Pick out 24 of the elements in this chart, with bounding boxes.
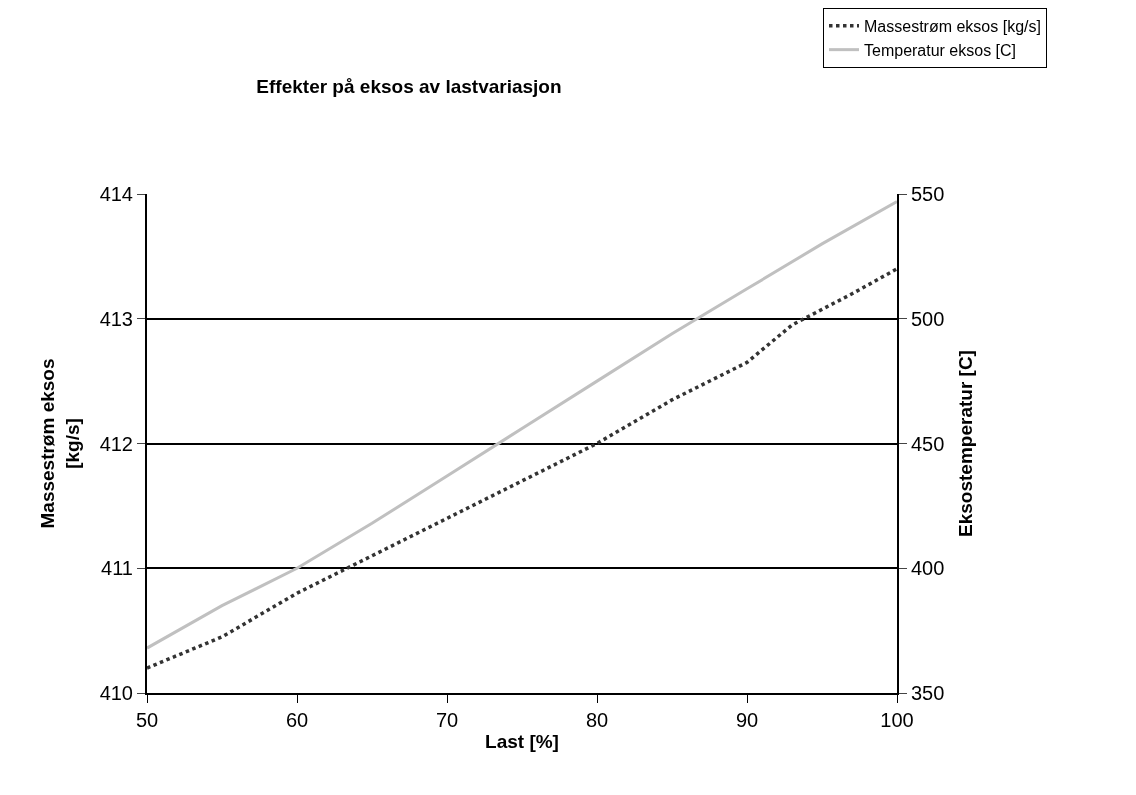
y-tick-label: 412	[99, 432, 133, 455]
y-axis-title: Massestrøm eksos [kg/s]	[37, 358, 83, 529]
x-tick-label: 60	[285, 709, 309, 731]
y-tick-label: 410	[99, 682, 133, 704]
chart-title: Effekter på eksos av lastvariasjon	[256, 75, 562, 97]
legend-label: Temperatur eksos [C]	[864, 41, 1017, 59]
y2-tick-label: 350	[911, 682, 945, 704]
x-tick-label: 100	[880, 709, 914, 731]
y-tick-label: 411	[101, 557, 133, 580]
y2-axis-title: Eksostemperatur [C]	[954, 350, 976, 537]
y-tick-label: 413	[99, 307, 133, 330]
line-series	[147, 199, 897, 650]
x-tick-label: 90	[735, 709, 759, 731]
y2-tick-label: 400	[911, 557, 945, 580]
y2-tick-label: 550	[911, 183, 945, 205]
x-axis-title: Last [%]	[485, 731, 559, 753]
y2-tick-label: 500	[911, 307, 945, 330]
line-series	[147, 267, 897, 670]
y-tick-label: 414	[99, 183, 133, 205]
legend-label: Massestrøm eksos [kg/s]	[864, 18, 1041, 36]
x-tick-label: 70	[435, 709, 459, 731]
y2-tick-label: 450	[911, 432, 945, 455]
x-tick-label: 50	[135, 709, 159, 731]
x-tick-label: 80	[585, 709, 609, 731]
